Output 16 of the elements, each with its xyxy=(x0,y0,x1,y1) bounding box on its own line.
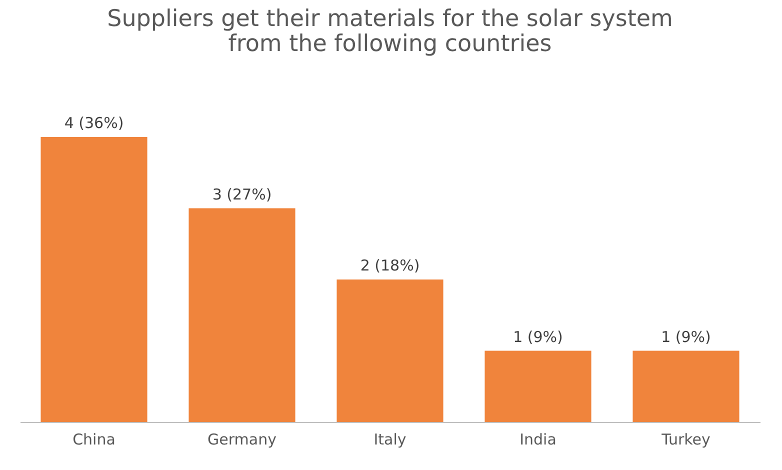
x-tick-label: China xyxy=(72,430,116,448)
bar xyxy=(188,208,296,422)
x-tick-label: Germany xyxy=(208,430,277,448)
data-label: 1 (9%) xyxy=(661,328,711,346)
bar xyxy=(336,280,444,422)
bar xyxy=(40,137,148,422)
data-label: 4 (36%) xyxy=(64,114,124,132)
x-tick-label: Italy xyxy=(374,430,406,448)
bar xyxy=(484,350,592,422)
data-label: 1 (9%) xyxy=(513,328,563,346)
bar xyxy=(632,350,740,422)
chart-title: Suppliers get their materials for the solar system from the following countries xyxy=(107,6,673,57)
x-tick-label: India xyxy=(520,430,556,448)
data-label: 3 (27%) xyxy=(212,185,272,204)
x-tick-label: Turkey xyxy=(660,430,711,448)
data-label: 2 (18%) xyxy=(360,256,420,274)
